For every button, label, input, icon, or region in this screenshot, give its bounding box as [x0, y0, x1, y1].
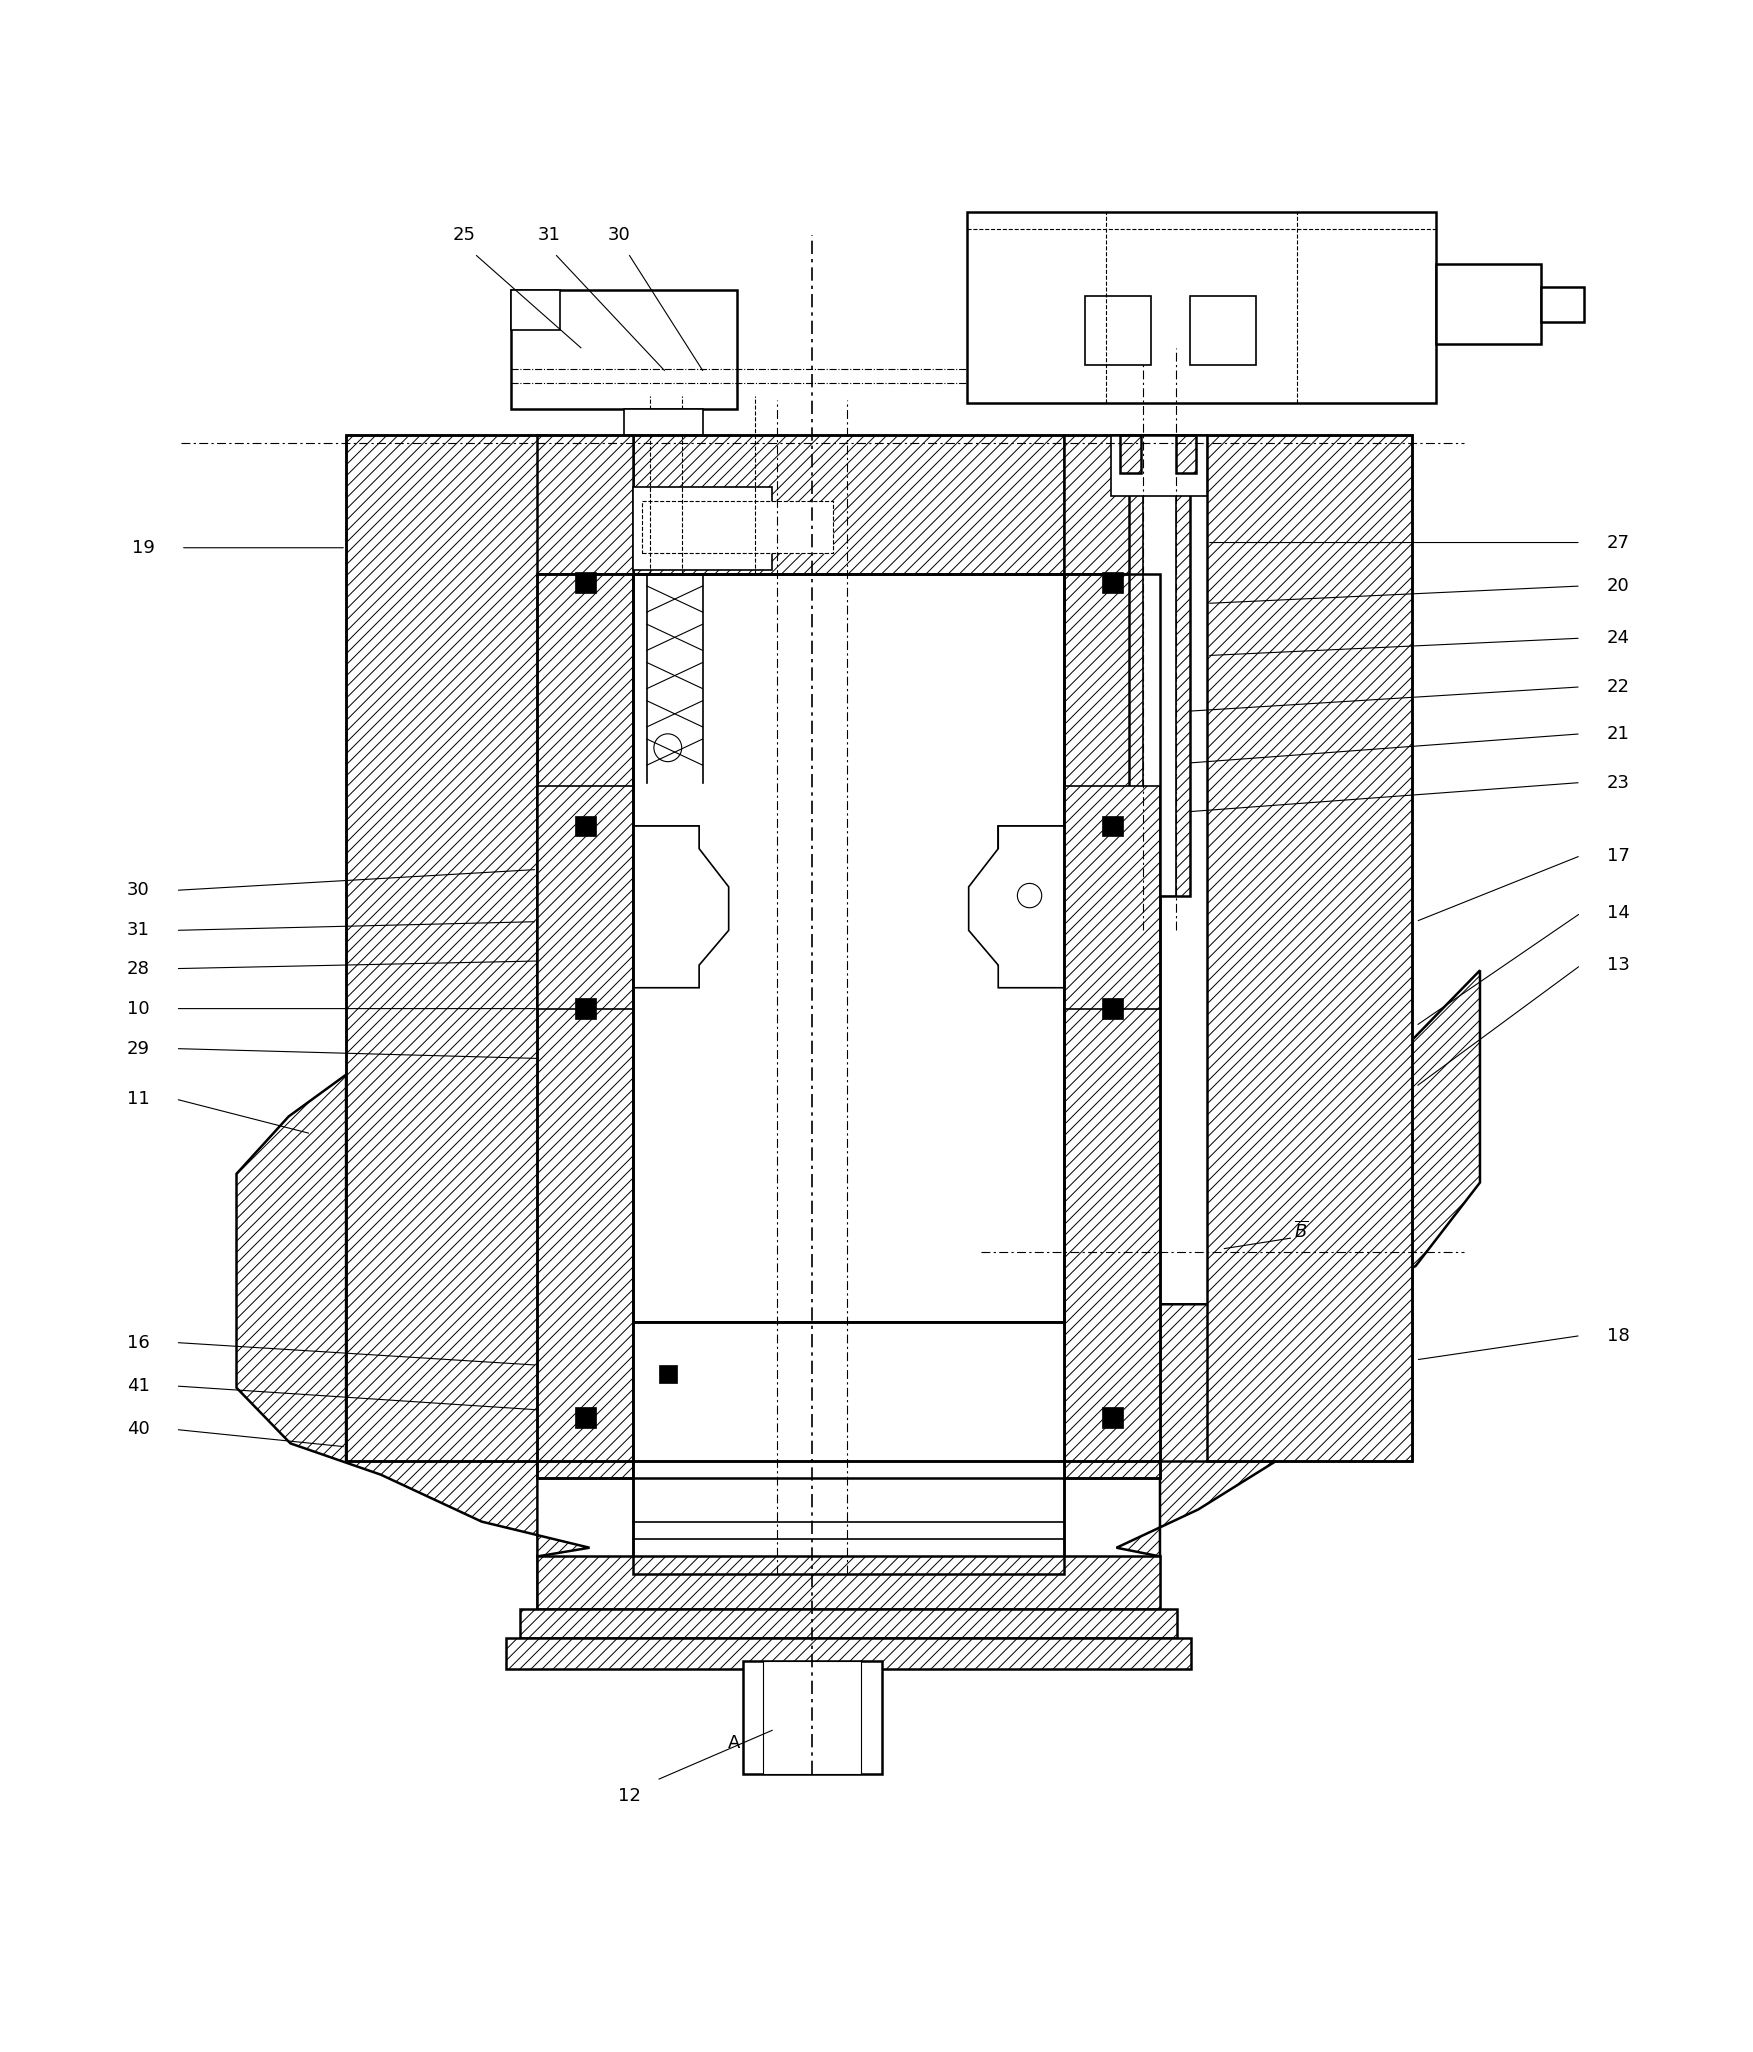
Text: 41: 41	[126, 1377, 149, 1395]
Bar	[538, 575, 633, 1477]
Text: A: A	[727, 1734, 740, 1752]
Bar	[1064, 435, 1160, 575]
Text: 28: 28	[126, 960, 149, 977]
Bar	[1101, 815, 1122, 837]
Bar	[1085, 295, 1152, 365]
Text: 24: 24	[1608, 630, 1630, 646]
Text: 30: 30	[126, 882, 149, 899]
Text: 31: 31	[126, 921, 149, 940]
Text: 40: 40	[126, 1420, 149, 1438]
Bar	[633, 575, 1064, 1574]
Bar	[1129, 435, 1190, 895]
Bar	[1064, 575, 1160, 1477]
Text: 14: 14	[1608, 905, 1630, 921]
Bar	[575, 1408, 596, 1428]
Text: 23: 23	[1608, 774, 1630, 792]
Polygon shape	[538, 786, 699, 1010]
Polygon shape	[538, 1555, 589, 1637]
Text: 25: 25	[452, 226, 475, 244]
Bar	[507, 1637, 1192, 1670]
Bar	[538, 1555, 1160, 1609]
Bar	[633, 435, 1064, 575]
Polygon shape	[237, 1075, 589, 1555]
Bar	[575, 997, 596, 1020]
Bar	[1436, 265, 1541, 345]
Text: 29: 29	[126, 1040, 149, 1057]
Bar	[633, 575, 1064, 1321]
Bar	[575, 815, 596, 837]
Text: 10: 10	[126, 999, 149, 1018]
Bar	[968, 211, 1436, 404]
Text: 18: 18	[1608, 1326, 1630, 1344]
Bar	[538, 575, 1160, 1477]
Bar	[1101, 1408, 1122, 1428]
Bar	[512, 289, 559, 330]
Bar	[1206, 435, 1413, 1461]
Text: 11: 11	[126, 1090, 149, 1108]
Polygon shape	[997, 786, 1160, 1010]
Polygon shape	[969, 827, 1064, 987]
Bar	[521, 1609, 1178, 1637]
Bar	[764, 1660, 861, 1773]
Text: 16: 16	[126, 1334, 149, 1352]
Text: 19: 19	[131, 540, 154, 556]
Bar	[1101, 997, 1122, 1020]
Bar	[624, 408, 703, 435]
Bar	[345, 435, 1413, 1461]
Bar	[743, 1660, 882, 1773]
Bar	[1176, 435, 1197, 472]
Bar	[1101, 573, 1122, 593]
Bar	[1111, 435, 1206, 497]
Text: 27: 27	[1608, 534, 1630, 552]
Polygon shape	[1047, 1555, 1160, 1637]
Text: 31: 31	[538, 226, 561, 244]
Text: 21: 21	[1608, 724, 1630, 743]
Polygon shape	[633, 827, 729, 987]
Text: $\overline{B}$: $\overline{B}$	[1294, 1221, 1308, 1241]
Bar	[633, 575, 1064, 1321]
Bar	[1143, 435, 1176, 895]
Text: 12: 12	[619, 1787, 642, 1806]
Text: 20: 20	[1608, 577, 1630, 595]
Bar	[1190, 295, 1255, 365]
Bar	[1120, 435, 1141, 472]
Bar	[633, 486, 771, 570]
Bar	[642, 501, 833, 552]
Bar	[538, 435, 633, 575]
Bar	[512, 289, 738, 408]
Bar	[1541, 287, 1585, 322]
Text: 30: 30	[608, 226, 631, 244]
Polygon shape	[1117, 971, 1480, 1555]
Text: 22: 22	[1608, 677, 1630, 696]
Bar	[575, 573, 596, 593]
Text: 13: 13	[1608, 956, 1630, 975]
Text: 17: 17	[1608, 847, 1630, 864]
Bar	[345, 435, 547, 1461]
Bar	[659, 1365, 677, 1383]
Bar	[633, 575, 1064, 1574]
